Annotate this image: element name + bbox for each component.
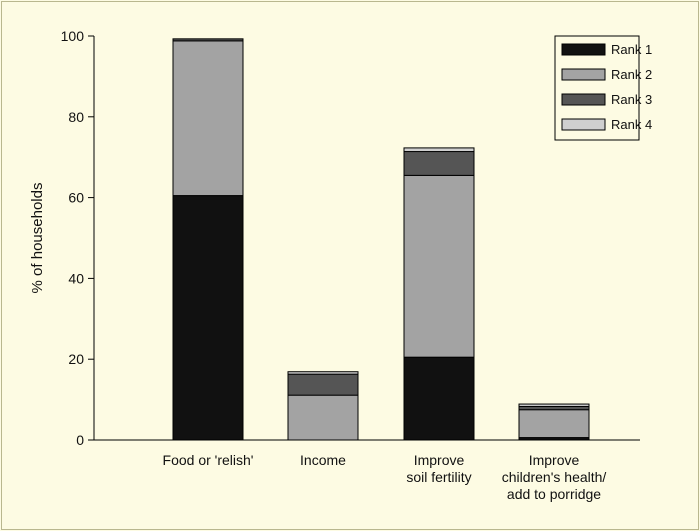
axes-layer: 0 20 40 60 80 100 % of households <box>29 28 640 448</box>
bar-3-rank-1 <box>403 356 475 441</box>
legend-label-rank-3: Rank 3 <box>611 92 652 107</box>
legend: Rank 1 Rank 2 Rank 3 Rank 4 <box>554 35 652 141</box>
bar-1-rank-1 <box>172 195 244 441</box>
x-tick-label: Improve children's health/add to porridge <box>502 452 607 502</box>
y-tick-label: 0 <box>76 432 84 448</box>
x-tick-labels: Food or 'relish' Income Improve soil fertil… <box>163 452 607 502</box>
bar-3-rank-2 <box>403 174 475 358</box>
legend-swatch-rank-4 <box>561 118 606 131</box>
legend-label-rank-2: Rank 2 <box>611 67 652 82</box>
y-tick-label: 60 <box>68 190 84 206</box>
legend-swatch-rank-3 <box>561 93 606 106</box>
bars-layer <box>172 38 590 441</box>
bar-1-rank-3 <box>172 38 244 42</box>
y-tick-label: 40 <box>68 270 84 286</box>
y-tick-label: 80 <box>68 109 84 125</box>
y-tick-label: 100 <box>61 28 85 44</box>
legend-label-rank-4: Rank 4 <box>611 117 652 132</box>
bar-2-rank-3 <box>287 373 359 396</box>
bar-4-rank-2 <box>518 409 590 439</box>
bar-1-rank-2 <box>172 40 244 197</box>
x-tick-label: Improve soil fertility <box>406 452 471 485</box>
legend-swatch-rank-1 <box>561 43 606 56</box>
bar-2-rank-2 <box>287 394 359 441</box>
bar-4-rank-4 <box>518 403 590 407</box>
legend-label-rank-1: Rank 1 <box>611 42 652 57</box>
legend-swatch-rank-2 <box>561 68 606 81</box>
x-tick-label: Food or 'relish' <box>163 452 254 468</box>
y-axis-title: % of households <box>29 183 46 294</box>
bar-2-rank-4 <box>287 371 359 375</box>
y-tick-label: 20 <box>68 351 84 367</box>
bar-3-rank-4 <box>403 147 475 153</box>
bar-3-rank-3 <box>403 151 475 176</box>
x-tick-label: Income <box>300 452 346 468</box>
